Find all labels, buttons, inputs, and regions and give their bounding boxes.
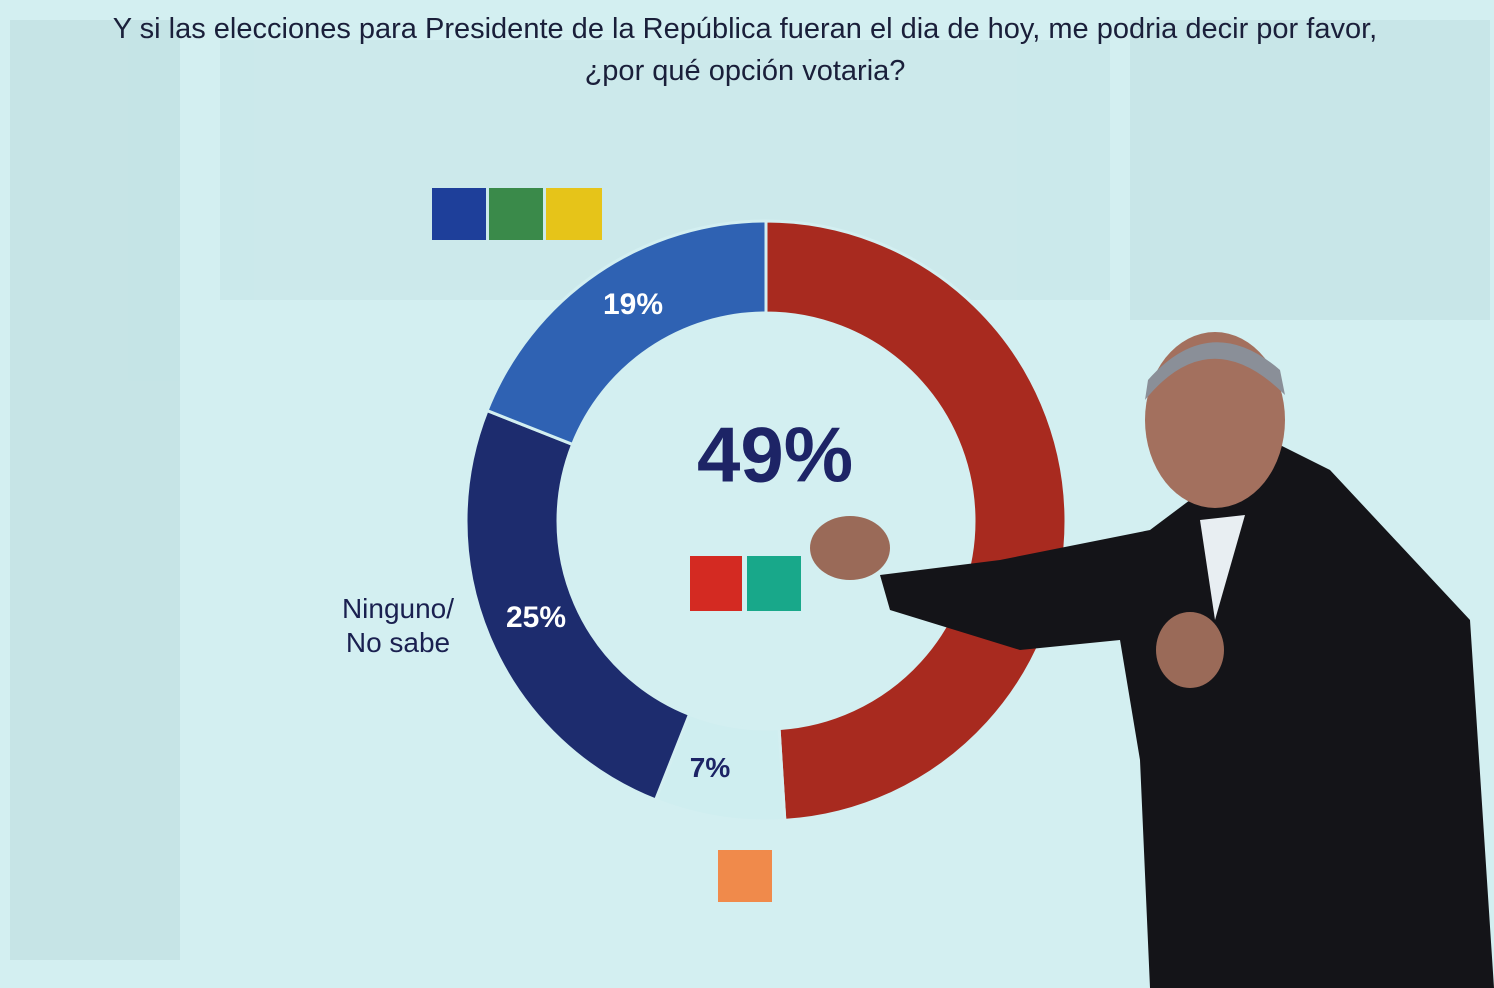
- value-label: 7%: [689, 752, 731, 783]
- party-logos: [432, 188, 801, 902]
- donut-segment: [464, 408, 692, 802]
- chart-title: Y si las elecciones para Presidente de l…: [112, 13, 1378, 87]
- category-label: Ninguno/ No sabe: [341, 593, 455, 658]
- donut: [464, 219, 1068, 823]
- background-text: [10, 20, 1490, 960]
- donut-segment: [485, 219, 768, 447]
- value-label: 25%: [505, 601, 567, 634]
- value-label: 49%: [696, 410, 854, 499]
- value-label: 19%: [602, 288, 664, 321]
- presenter: [810, 332, 1494, 988]
- donut-segment: [764, 219, 1068, 823]
